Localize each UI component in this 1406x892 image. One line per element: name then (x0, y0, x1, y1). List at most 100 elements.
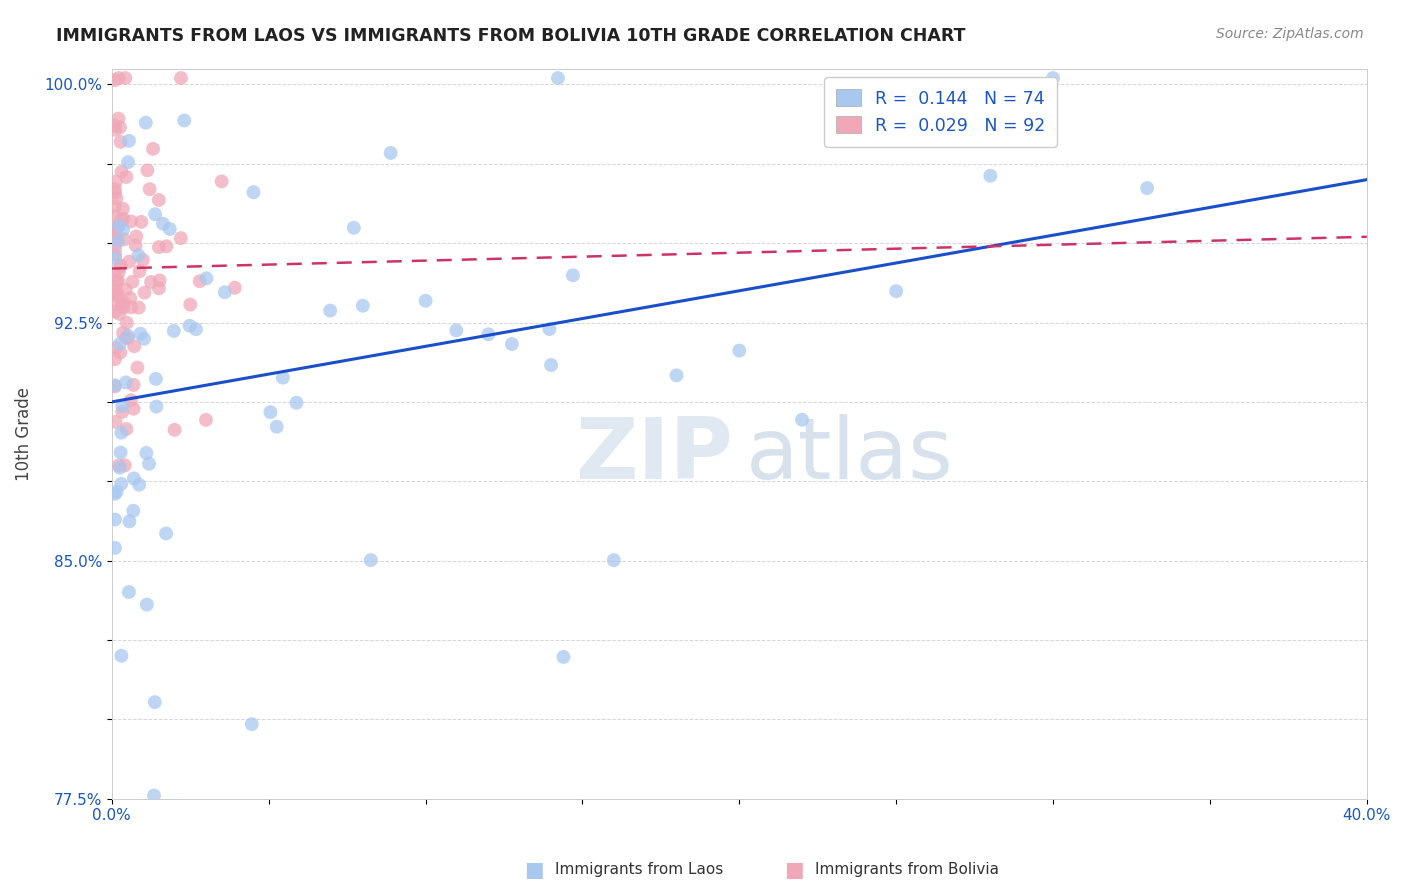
Point (115, 331, 138, 345)
Point (122, 378, 145, 392)
Point (561, 268, 583, 283)
Point (128, 264, 150, 278)
Point (105, 231, 128, 245)
Point (122, 339, 145, 353)
Point (163, 423, 186, 437)
Text: Source: ZipAtlas.com: Source: ZipAtlas.com (1216, 27, 1364, 41)
Point (884, 284, 907, 298)
Point (124, 238, 146, 252)
Point (107, 265, 129, 279)
Point (115, 422, 138, 436)
Point (129, 326, 152, 341)
Point (117, 155, 139, 169)
Point (540, 358, 562, 372)
Point (790, 413, 813, 427)
Point (110, 259, 132, 273)
Point (110, 345, 132, 359)
Point (143, 207, 166, 221)
Y-axis label: 10th Grade: 10th Grade (15, 386, 32, 481)
Point (159, 222, 181, 236)
Point (104, 225, 127, 239)
Point (214, 285, 236, 300)
Text: Immigrants from Bolivia: Immigrants from Bolivia (815, 863, 1000, 877)
Point (104, 209, 127, 223)
Point (139, 275, 162, 289)
Point (104, 73, 127, 87)
Point (266, 419, 288, 434)
Point (104, 241, 127, 255)
Point (1042, 70, 1064, 85)
Point (152, 217, 174, 231)
Point (211, 174, 233, 188)
Point (110, 212, 132, 227)
Point (114, 70, 136, 85)
Point (115, 169, 138, 184)
Point (132, 332, 155, 346)
Point (108, 337, 131, 351)
Point (104, 119, 127, 133)
Point (104, 270, 127, 285)
Point (105, 484, 128, 499)
Point (138, 182, 160, 196)
Point (110, 135, 132, 149)
Point (110, 648, 132, 663)
Point (105, 285, 128, 299)
Legend: R =  0.144   N = 74, R =  0.029   N = 92: R = 0.144 N = 74, R = 0.029 N = 92 (824, 78, 1057, 146)
Point (110, 165, 132, 179)
Point (285, 396, 308, 410)
Point (446, 323, 468, 337)
Point (143, 695, 166, 709)
Point (135, 446, 157, 460)
Point (110, 476, 132, 491)
Point (104, 288, 127, 302)
Point (143, 789, 166, 803)
Text: atlas: atlas (745, 414, 953, 497)
Point (117, 329, 139, 343)
Point (501, 337, 523, 351)
Point (135, 598, 157, 612)
Point (111, 202, 134, 216)
Point (107, 219, 129, 233)
Point (110, 425, 132, 440)
Point (603, 553, 626, 567)
Point (104, 304, 127, 318)
Text: ■: ■ (524, 860, 544, 880)
Point (104, 247, 127, 261)
Point (120, 291, 142, 305)
Point (114, 458, 136, 473)
Point (415, 293, 437, 308)
Point (104, 541, 127, 555)
Point (108, 120, 131, 135)
Point (108, 460, 131, 475)
Point (120, 393, 142, 408)
Point (224, 281, 246, 295)
Point (145, 372, 167, 386)
Point (104, 512, 127, 526)
Point (184, 322, 207, 336)
Point (115, 376, 138, 390)
Point (104, 298, 127, 312)
Point (148, 240, 170, 254)
Point (121, 275, 143, 289)
Point (179, 297, 201, 311)
Point (104, 415, 127, 429)
Point (111, 399, 134, 413)
Point (118, 254, 141, 268)
Point (170, 231, 193, 245)
Point (111, 297, 134, 311)
Point (110, 258, 132, 272)
Point (194, 413, 217, 427)
Point (104, 379, 127, 393)
Point (110, 445, 132, 459)
Point (145, 400, 167, 414)
Point (105, 235, 128, 249)
Point (104, 487, 127, 501)
Point (979, 169, 1001, 183)
Point (104, 122, 127, 136)
Point (125, 229, 148, 244)
Point (665, 368, 688, 383)
Point (132, 252, 155, 267)
Point (111, 405, 134, 419)
Point (242, 185, 264, 199)
Point (155, 239, 177, 253)
